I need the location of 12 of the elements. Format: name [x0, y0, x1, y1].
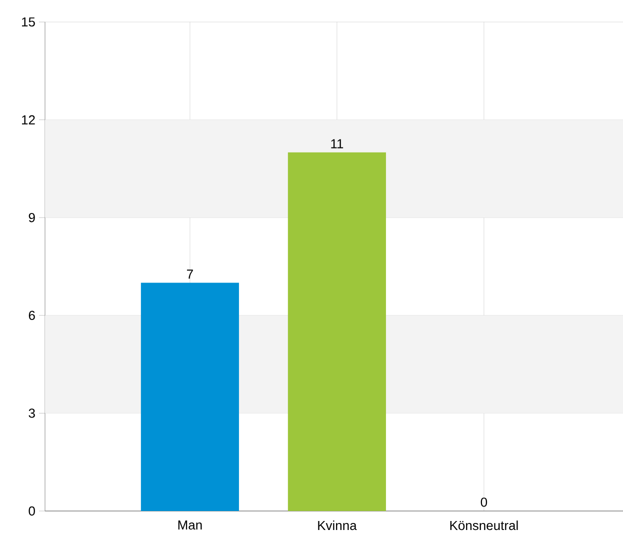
data-label: 7 [187, 270, 193, 279]
y-tick-label: 9 [28, 212, 35, 222]
y-tick-label: 6 [28, 310, 35, 320]
y-tick-label: 12 [22, 115, 35, 124]
x-tick-label: Könsneutral [450, 520, 518, 530]
data-label: 11 [331, 139, 344, 148]
data-label: 0 [480, 498, 488, 507]
x-tick-label: Man [178, 520, 202, 530]
y-tick-label: 0 [28, 506, 35, 516]
x-tick-label: Kvinna [318, 520, 357, 530]
y-tick-label: 3 [28, 408, 35, 418]
y-tick-label: 15 [22, 17, 35, 27]
